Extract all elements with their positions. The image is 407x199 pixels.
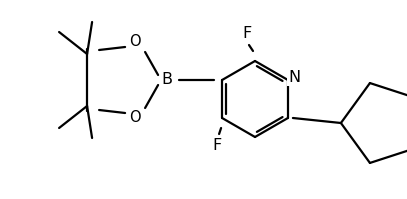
Text: B: B [162, 72, 173, 88]
Text: F: F [243, 25, 252, 41]
Text: O: O [129, 110, 141, 126]
Text: O: O [129, 34, 141, 50]
Text: F: F [212, 139, 222, 153]
Text: N: N [289, 69, 301, 85]
